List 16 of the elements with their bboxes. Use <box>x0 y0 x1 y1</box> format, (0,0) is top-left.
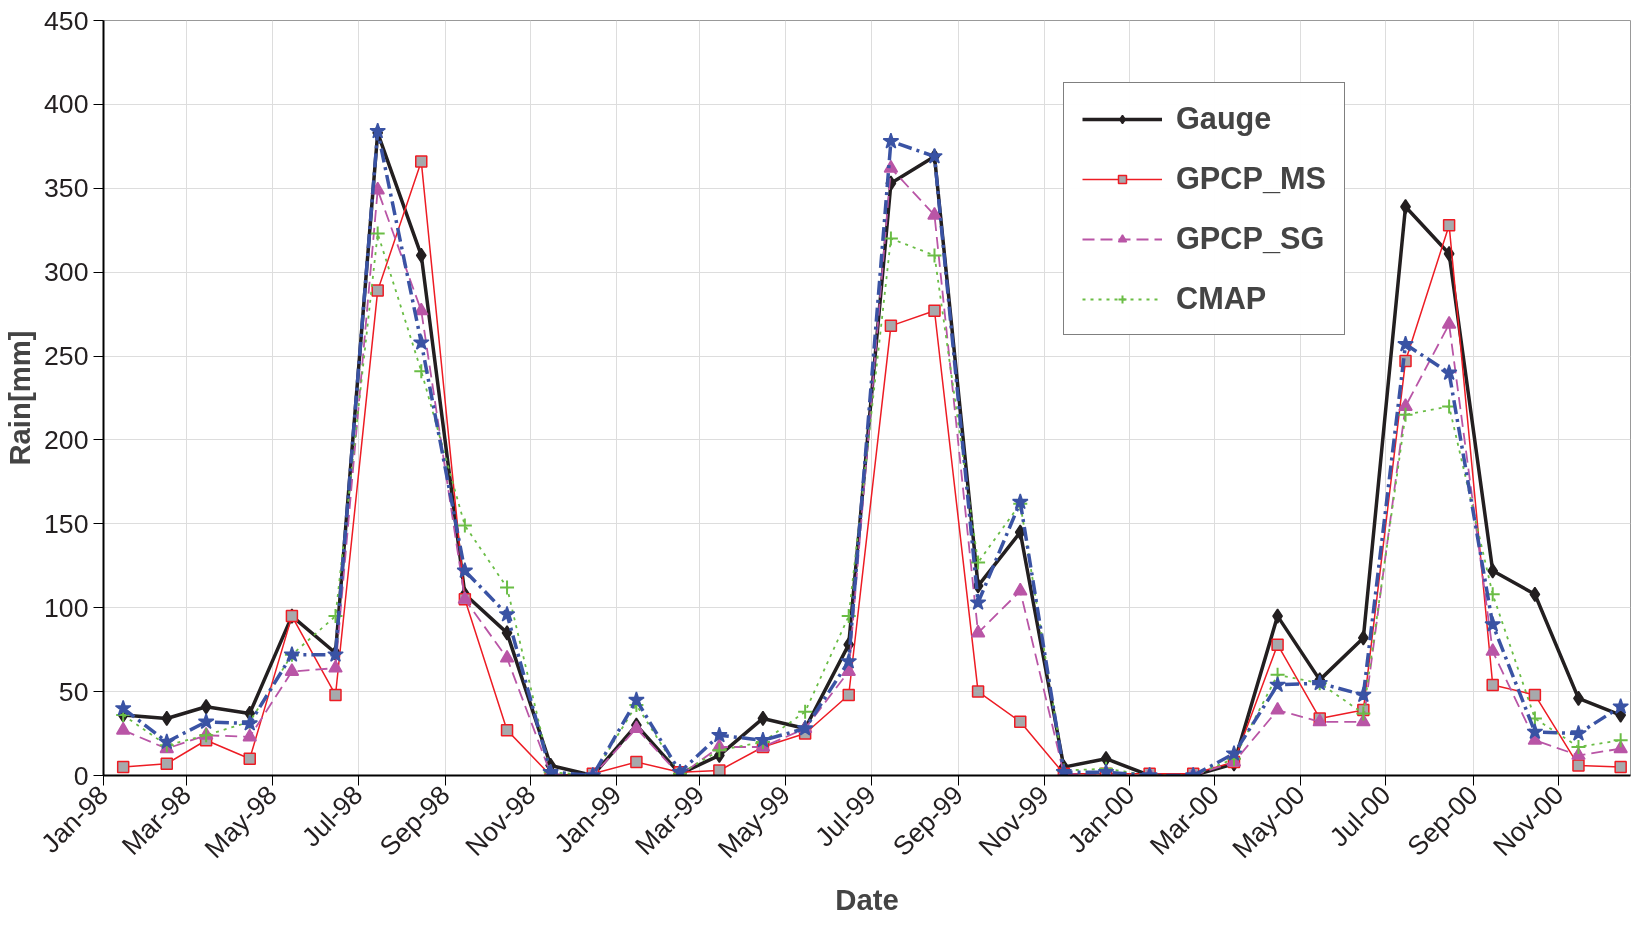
x-axis-title: Date <box>835 882 899 916</box>
y-tick-label: 0 <box>73 760 89 791</box>
legend-label: GPCP_SG <box>1176 221 1325 256</box>
y-tick-label: 400 <box>44 89 89 120</box>
y-tick-label: 150 <box>44 508 89 539</box>
y-tick-label: 100 <box>44 592 89 623</box>
y-tick-label: 50 <box>58 676 89 707</box>
y-tick-label: 300 <box>44 257 89 288</box>
legend-label: Gauge <box>1176 101 1272 136</box>
legend-label: CMAP <box>1176 281 1267 316</box>
y-tick-label: 350 <box>44 173 89 204</box>
y-tick-label: 200 <box>44 424 89 455</box>
y-tick-label: 450 <box>44 5 89 36</box>
legend-label: GPCP_MS <box>1176 161 1326 196</box>
y-tick-label: 250 <box>44 341 89 372</box>
y-axis-title: Rain[mm] <box>3 330 37 466</box>
